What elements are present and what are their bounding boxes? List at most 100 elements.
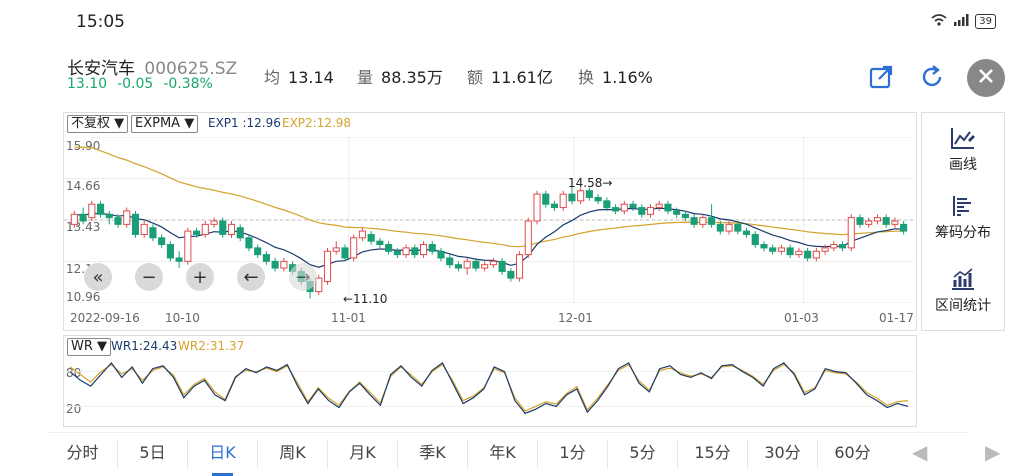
candle-body bbox=[376, 240, 384, 246]
tab-9[interactable]: 5分 bbox=[629, 443, 656, 462]
draw-line-icon bbox=[950, 126, 976, 154]
candle-body bbox=[332, 247, 340, 252]
candle-body bbox=[341, 247, 349, 259]
zoom-out-button[interactable]: − bbox=[135, 263, 163, 291]
clock: 15:05 bbox=[76, 12, 125, 32]
scroll-start-button[interactable]: « bbox=[84, 263, 112, 291]
tab-divider bbox=[327, 440, 328, 468]
candle-body bbox=[245, 237, 253, 249]
tab-7[interactable]: 年K bbox=[489, 443, 516, 462]
tab-5[interactable]: 月K bbox=[349, 443, 376, 462]
stat-avg: 均 13.14 bbox=[264, 68, 334, 87]
candle-body bbox=[882, 217, 890, 225]
tab-divider bbox=[607, 440, 608, 468]
candle-body bbox=[655, 203, 663, 209]
exp2-value: EXP2:12.98 bbox=[282, 116, 352, 130]
close-button[interactable] bbox=[967, 59, 1005, 97]
stat-volume: 量 88.35万 bbox=[357, 68, 443, 87]
exp1-line bbox=[74, 207, 904, 268]
candle-body bbox=[166, 244, 174, 259]
stock-code: 000625.SZ bbox=[144, 59, 238, 79]
candle-body bbox=[585, 190, 593, 198]
candle-body bbox=[673, 210, 681, 215]
candle-body bbox=[489, 260, 497, 266]
range-stats-tool[interactable]: 区间统计 bbox=[926, 267, 1000, 315]
stock-name: 长安汽车 bbox=[67, 59, 135, 79]
candle-body bbox=[507, 270, 515, 279]
candle-body bbox=[88, 203, 96, 219]
x-label: 11-01 bbox=[331, 311, 366, 325]
wr-chart[interactable] bbox=[64, 356, 914, 422]
tabs-prev-icon[interactable]: ◀ bbox=[912, 440, 928, 464]
candle-body bbox=[411, 247, 419, 256]
candle-body bbox=[664, 203, 672, 212]
candle-body bbox=[131, 213, 140, 235]
wr1-line bbox=[69, 361, 909, 415]
x-label: 2022-09-16 bbox=[70, 311, 140, 325]
scroll-right-button[interactable]: → bbox=[289, 263, 317, 291]
tabs-next-icon[interactable]: ▶ bbox=[985, 440, 1001, 464]
stat-amount: 额 11.61亿 bbox=[467, 68, 553, 87]
tab-2[interactable]: 5日 bbox=[139, 443, 166, 462]
tab-12[interactable]: 60分 bbox=[834, 443, 871, 462]
chip-distribution-tool[interactable]: 筹码分布 bbox=[926, 194, 1000, 242]
candle-body bbox=[847, 217, 855, 249]
candle-body bbox=[646, 207, 655, 215]
candle-body bbox=[612, 207, 620, 212]
tab-6[interactable]: 季K bbox=[419, 443, 446, 462]
y-label: 80 bbox=[66, 366, 82, 380]
candle-body bbox=[699, 217, 707, 225]
candle-body bbox=[603, 200, 611, 209]
candle-body bbox=[734, 223, 742, 232]
draw-line-tool[interactable]: 画线 bbox=[926, 126, 1000, 174]
candle-body bbox=[550, 203, 559, 209]
exp1-value: EXP1 :12.96 bbox=[208, 116, 281, 130]
candle-body bbox=[891, 220, 899, 225]
price: 13.10 bbox=[67, 76, 108, 92]
tab-8[interactable]: 1分 bbox=[559, 443, 586, 462]
open-external-button[interactable] bbox=[864, 62, 898, 96]
candle-body bbox=[830, 244, 838, 249]
candle-body bbox=[725, 223, 733, 232]
close-icon bbox=[978, 68, 994, 88]
candle-body bbox=[795, 250, 803, 256]
tab-10[interactable]: 15分 bbox=[694, 443, 731, 462]
indicator-select[interactable]: EXPMA ▼ bbox=[131, 115, 199, 133]
x-label: 10-10 bbox=[165, 311, 200, 325]
adjust-select[interactable]: 不复权 ▼ bbox=[67, 115, 129, 133]
signal-icon bbox=[953, 14, 969, 29]
double-chevron-left-icon: « bbox=[92, 266, 104, 288]
tools-panel bbox=[921, 112, 1005, 331]
scroll-left-button[interactable]: ← bbox=[237, 263, 265, 291]
tab-11[interactable]: 30分 bbox=[764, 443, 801, 462]
x-label: 01-17 bbox=[879, 311, 914, 325]
candle-body bbox=[804, 250, 812, 259]
candle-body bbox=[542, 193, 550, 205]
chip-distribution-icon bbox=[951, 194, 975, 222]
refresh-button[interactable] bbox=[915, 62, 949, 96]
tab-1[interactable]: 分时 bbox=[66, 443, 99, 462]
candle-body bbox=[210, 220, 218, 225]
range-stats-icon bbox=[950, 267, 976, 295]
candle-body bbox=[280, 260, 288, 269]
tab-divider bbox=[467, 440, 468, 468]
candle-body bbox=[184, 230, 192, 262]
candle-body bbox=[140, 223, 148, 235]
candle-body bbox=[812, 250, 820, 259]
candle-body bbox=[777, 247, 785, 252]
candle-body bbox=[175, 257, 183, 262]
candle-body bbox=[105, 213, 113, 219]
candle-body bbox=[751, 233, 759, 246]
candle-body bbox=[716, 223, 724, 232]
candle-body bbox=[838, 244, 847, 249]
candle-body bbox=[79, 213, 87, 222]
tab-3[interactable]: 日K bbox=[188, 433, 257, 476]
zoom-in-button[interactable]: + bbox=[186, 263, 214, 291]
refresh-icon bbox=[919, 64, 945, 94]
sub-indicator-select[interactable]: WR ▼ bbox=[67, 338, 112, 356]
candle-body bbox=[786, 247, 794, 256]
candlestick-chart[interactable] bbox=[64, 137, 914, 303]
candle-body bbox=[123, 210, 131, 225]
tab-4[interactable]: 周K bbox=[279, 443, 306, 462]
candle-body bbox=[315, 277, 323, 293]
